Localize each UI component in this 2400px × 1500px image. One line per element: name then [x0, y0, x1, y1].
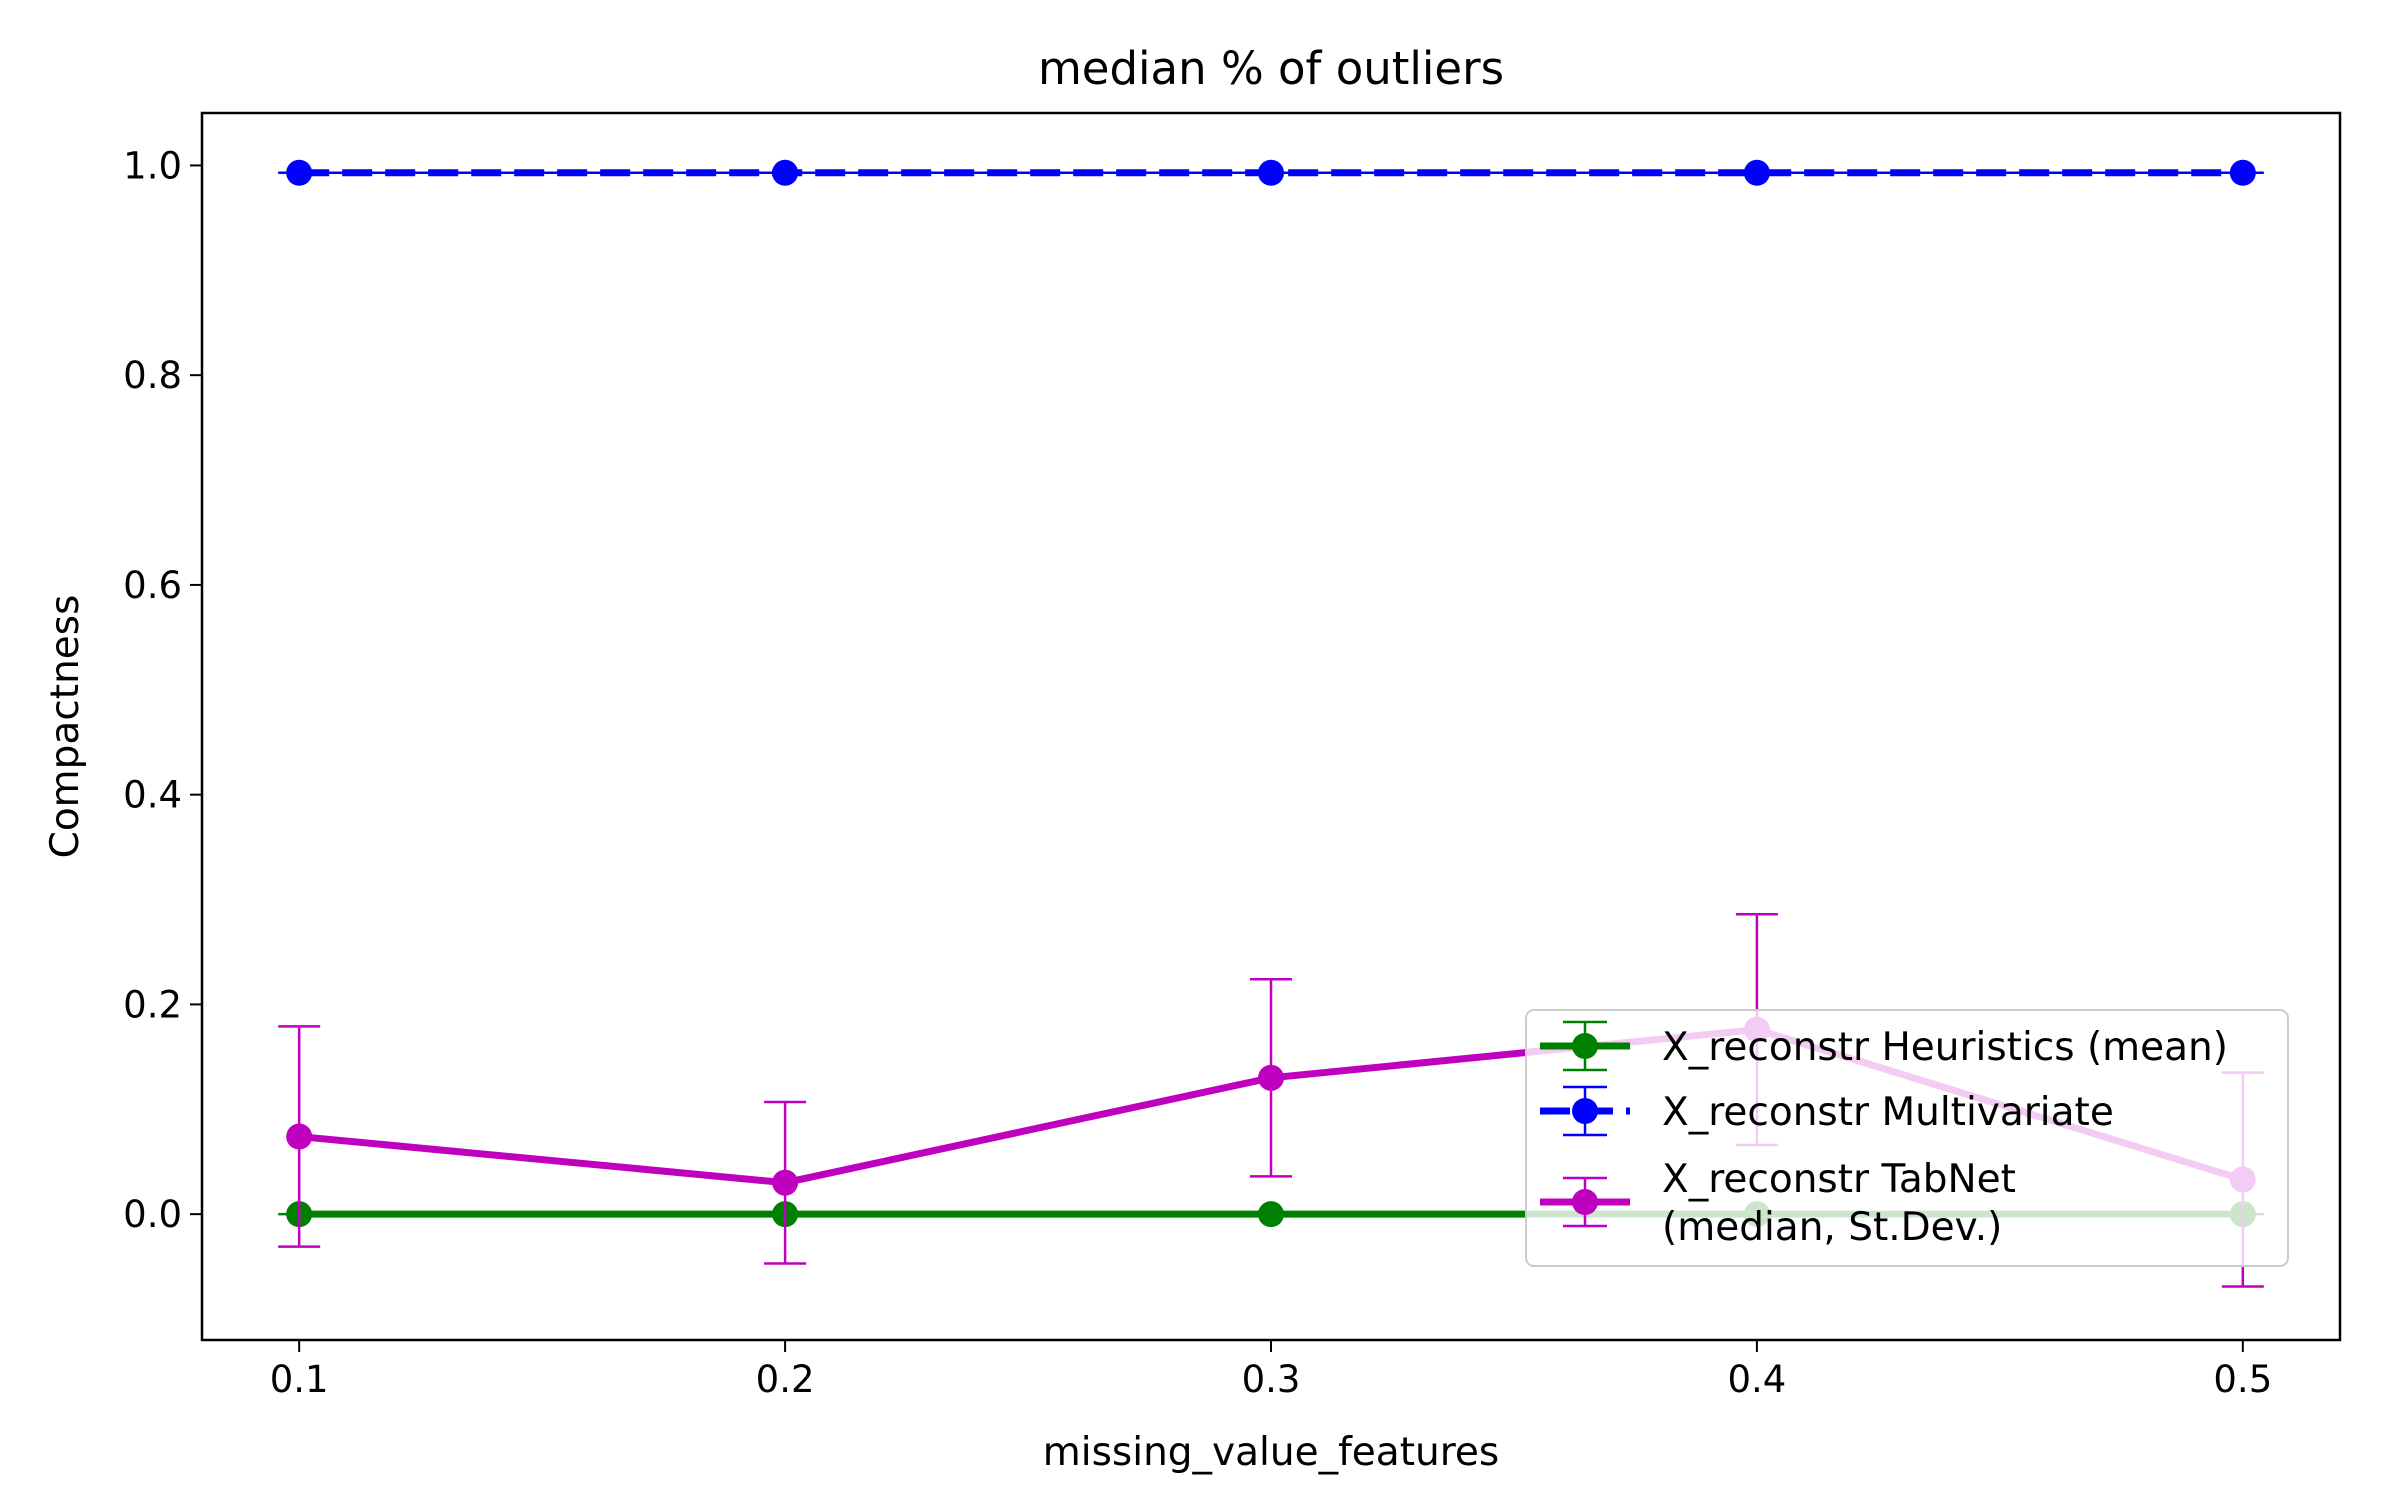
- x-tick-label: 0.1: [270, 1358, 329, 1401]
- data-point: [286, 159, 313, 186]
- legend-box: [1525, 1009, 2289, 1267]
- legend-label: X_reconstr Multivariate: [1662, 1090, 2114, 1135]
- axis-ticks: 0.1 0.2 0.3 0.4 0.5 0.0 0.2 0.4 0.6 0.8 1.0: [123, 144, 2272, 1401]
- data-point: [1258, 1064, 1284, 1091]
- data-point: [772, 1169, 799, 1196]
- legend-label: X_reconstr TabNet (median, St.Dev.): [1662, 1157, 2016, 1250]
- data-point: [1743, 159, 1770, 186]
- y-tick-label: 0.0: [123, 1193, 182, 1236]
- data-point: [1258, 1201, 1284, 1228]
- x-axis-label: missing_value_features: [1043, 1430, 1499, 1475]
- legend: X_reconstr Heuristics (mean) X_reconstr M…: [1525, 1009, 2289, 1267]
- data-point: [772, 159, 799, 186]
- legend-label: X_reconstr Heuristics (mean): [1662, 1025, 2228, 1070]
- chart-title: median % of outliers: [1038, 42, 1504, 95]
- legend-marker: [1572, 1189, 1598, 1215]
- legend-label-line: (median, St.Dev.): [1662, 1205, 2002, 1250]
- legend-label-line: X_reconstr Heuristics (mean): [1662, 1025, 2228, 1070]
- y-tick-label: 1.0: [123, 144, 182, 187]
- y-tick-label: 0.6: [123, 564, 182, 607]
- y-tick-label: 0.2: [123, 983, 182, 1026]
- y-tick-label: 0.4: [123, 774, 182, 817]
- x-tick-label: 0.2: [756, 1358, 815, 1401]
- x-tick-label: 0.5: [2213, 1358, 2272, 1401]
- x-tick-label: 0.3: [1242, 1358, 1301, 1401]
- x-tick-label: 0.4: [1727, 1358, 1786, 1401]
- data-point: [2229, 159, 2256, 186]
- series-2: [278, 159, 2264, 186]
- legend-label-line: X_reconstr TabNet: [1662, 1157, 2016, 1202]
- y-axis-label: Compactness: [43, 595, 88, 859]
- legend-marker: [1572, 1098, 1598, 1124]
- data-point: [286, 1123, 313, 1150]
- data-point: [1258, 159, 1284, 186]
- legend-marker: [1572, 1033, 1598, 1059]
- y-tick-label: 0.8: [123, 354, 182, 397]
- legend-label-line: X_reconstr Multivariate: [1662, 1090, 2114, 1135]
